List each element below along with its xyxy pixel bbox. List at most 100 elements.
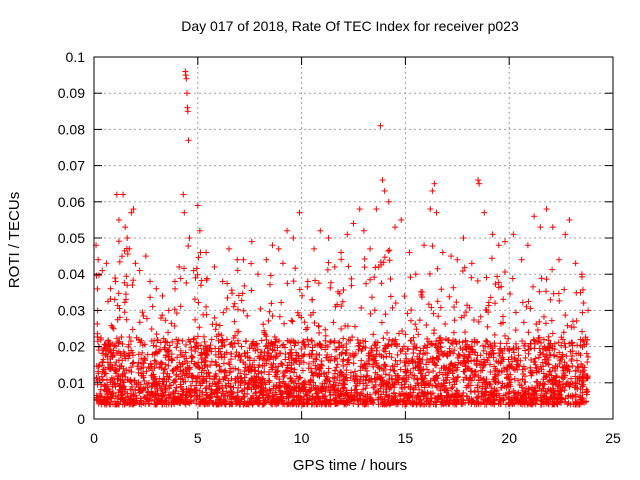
data-point xyxy=(333,364,340,371)
data-point xyxy=(133,334,140,341)
data-point xyxy=(296,361,303,368)
data-point xyxy=(419,389,426,396)
data-point xyxy=(197,249,204,256)
data-point xyxy=(112,275,119,282)
data-point xyxy=(423,401,430,408)
data-point xyxy=(394,351,401,358)
data-point xyxy=(451,393,458,400)
data-point xyxy=(136,267,143,274)
data-point xyxy=(144,395,151,402)
data-point xyxy=(339,349,346,356)
data-point xyxy=(487,361,494,368)
data-point xyxy=(195,299,202,306)
data-point xyxy=(478,358,485,365)
data-point xyxy=(140,312,147,319)
data-point xyxy=(531,340,538,347)
data-point xyxy=(173,384,180,391)
data-point xyxy=(95,272,102,279)
data-point xyxy=(181,209,188,216)
data-point xyxy=(244,398,251,405)
data-point xyxy=(583,386,590,393)
data-point xyxy=(475,400,482,407)
data-point xyxy=(291,366,298,373)
data-point xyxy=(558,388,565,395)
data-point xyxy=(170,394,177,401)
data-point xyxy=(331,263,338,270)
data-point xyxy=(122,355,129,362)
data-point xyxy=(481,379,488,386)
data-point xyxy=(171,306,178,313)
data-point xyxy=(408,337,415,344)
data-point xyxy=(311,319,318,326)
data-point xyxy=(286,349,293,356)
data-point xyxy=(560,329,567,336)
data-point xyxy=(93,397,100,404)
data-point xyxy=(246,357,253,364)
data-point xyxy=(398,216,405,223)
data-point xyxy=(212,345,219,352)
data-point xyxy=(500,296,507,303)
data-point xyxy=(312,382,319,389)
data-point xyxy=(580,299,587,306)
data-point xyxy=(361,400,368,407)
data-point xyxy=(585,353,592,360)
data-point xyxy=(107,363,114,370)
data-point xyxy=(477,367,484,374)
data-point xyxy=(442,365,449,372)
data-point xyxy=(228,287,235,294)
data-point xyxy=(170,366,177,373)
data-point xyxy=(235,378,242,385)
data-point xyxy=(234,393,241,400)
data-point xyxy=(340,286,347,293)
data-point xyxy=(467,388,474,395)
data-point xyxy=(318,387,325,394)
data-point xyxy=(144,384,151,391)
data-point xyxy=(386,375,393,382)
data-point xyxy=(241,374,248,381)
data-point xyxy=(327,357,334,364)
data-point xyxy=(579,273,586,280)
data-point xyxy=(387,366,394,373)
data-point xyxy=(394,361,401,368)
data-point xyxy=(113,191,120,198)
data-point xyxy=(483,401,490,408)
data-point xyxy=(159,312,166,319)
data-point xyxy=(392,357,399,364)
data-point xyxy=(161,346,168,353)
data-point xyxy=(211,376,218,383)
data-point xyxy=(501,383,508,390)
y-tick-label: 0.1 xyxy=(66,49,86,65)
data-point xyxy=(307,379,314,386)
data-point xyxy=(559,351,566,358)
data-point xyxy=(448,385,455,392)
data-point xyxy=(473,361,480,368)
data-point xyxy=(432,401,439,408)
data-point xyxy=(462,399,469,406)
data-point xyxy=(166,342,173,349)
data-point xyxy=(94,320,101,327)
data-point xyxy=(277,350,284,357)
data-point xyxy=(213,362,220,369)
data-point xyxy=(419,376,426,383)
data-point xyxy=(385,341,392,348)
data-point xyxy=(497,320,504,327)
data-point xyxy=(138,401,145,408)
data-point xyxy=(569,342,576,349)
data-point xyxy=(361,362,368,369)
data-point xyxy=(192,274,199,281)
data-point xyxy=(324,397,331,404)
data-point xyxy=(484,381,491,388)
data-point xyxy=(111,296,118,303)
data-point xyxy=(422,391,429,398)
data-point xyxy=(273,373,280,380)
data-point xyxy=(495,242,502,249)
data-point xyxy=(194,393,201,400)
data-point xyxy=(556,378,563,385)
data-point xyxy=(191,344,198,351)
data-point xyxy=(474,352,481,359)
data-point xyxy=(167,391,174,398)
data-point xyxy=(531,358,538,365)
data-point xyxy=(230,303,237,310)
data-point xyxy=(349,334,356,341)
data-point xyxy=(409,399,416,406)
